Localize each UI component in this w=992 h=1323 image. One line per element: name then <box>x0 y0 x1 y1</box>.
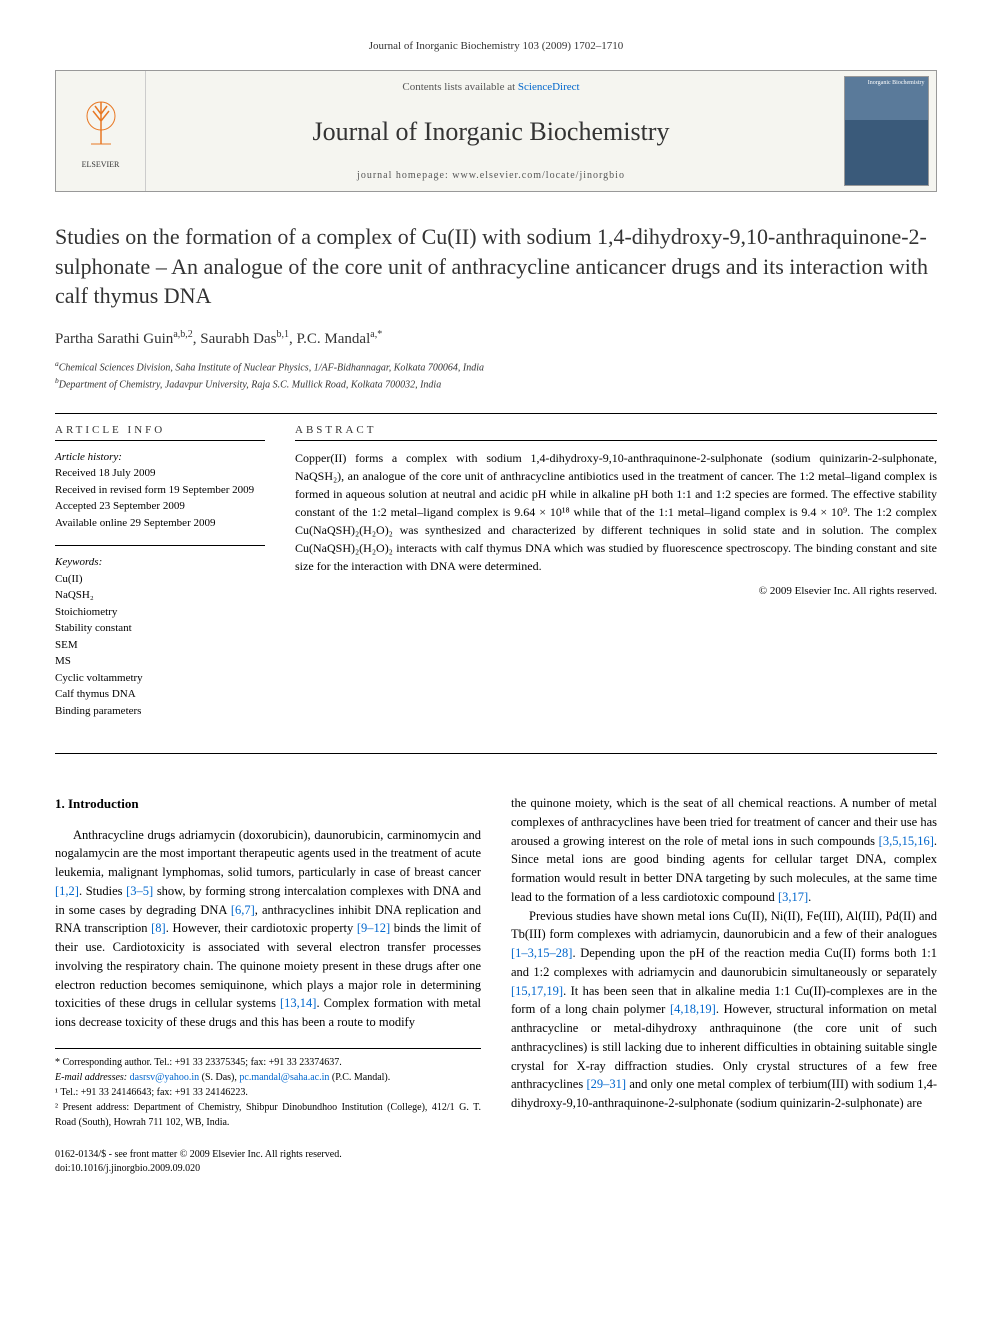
footer-copyright: 0162-0134/$ - see front matter © 2009 El… <box>55 1148 937 1162</box>
history-accepted: Accepted 23 September 2009 <box>55 498 265 515</box>
journal-cover-box: Inorganic Biochemistry <box>836 71 936 191</box>
ref-link[interactable]: [3–5] <box>126 884 153 898</box>
ref-link[interactable]: [3,17] <box>778 890 808 904</box>
elsevier-label: ELSEVIER <box>71 160 131 169</box>
footnotes-block: * Corresponding author. Tel.: +91 33 233… <box>55 1048 481 1130</box>
email-link[interactable]: pc.mandal@saha.ac.in <box>239 1072 329 1083</box>
ref-link[interactable]: [13,14] <box>280 996 316 1010</box>
journal-banner: ELSEVIER Contents lists available at Sci… <box>55 70 937 192</box>
history-received: Received 18 July 2009 <box>55 465 265 482</box>
body-column-left: 1. Introduction Anthracycline drugs adri… <box>55 794 481 1130</box>
footnote-corresponding: * Corresponding author. Tel.: +91 33 233… <box>55 1055 481 1070</box>
body-paragraph: Previous studies have shown metal ions C… <box>511 907 937 1113</box>
publisher-logo-box: ELSEVIER <box>56 71 146 191</box>
cover-title: Inorganic Biochemistry <box>845 77 928 89</box>
body-column-right: the quinone moiety, which is the seat of… <box>511 794 937 1130</box>
ref-link[interactable]: [15,17,19] <box>511 984 563 998</box>
ref-link[interactable]: [1–3,15–28] <box>511 946 572 960</box>
abstract-text: Copper(II) forms a complex with sodium 1… <box>295 440 937 575</box>
abstract-heading: ABSTRACT <box>295 424 937 436</box>
keyword: SEM <box>55 637 265 654</box>
contents-line: Contents lists available at ScienceDirec… <box>166 81 816 93</box>
article-history-block: Article history: Received 18 July 2009 R… <box>55 440 265 532</box>
divider <box>55 753 937 754</box>
footnote-1: ¹ Tel.: +91 33 24146643; fax: +91 33 241… <box>55 1085 481 1100</box>
affiliation-a: aChemical Sciences Division, Saha Instit… <box>55 358 937 375</box>
ref-link[interactable]: [4,18,19] <box>670 1002 716 1016</box>
article-title: Studies on the formation of a complex of… <box>55 222 937 311</box>
history-online: Available online 29 September 2009 <box>55 515 265 532</box>
ref-link[interactable]: [6,7] <box>231 903 255 917</box>
keyword: NaQSH₂ <box>55 587 265 604</box>
history-revised: Received in revised form 19 September 20… <box>55 482 265 499</box>
ref-link[interactable]: [1,2] <box>55 884 79 898</box>
ref-link[interactable]: [3,5,15,16] <box>879 834 934 848</box>
keywords-label: Keywords: <box>55 554 265 571</box>
keyword: Calf thymus DNA <box>55 686 265 703</box>
keyword: Cyclic voltammetry <box>55 670 265 687</box>
elsevier-tree-icon <box>71 96 131 158</box>
footnote-emails: E-mail addresses: dasrsv@yahoo.in (S. Da… <box>55 1070 481 1085</box>
journal-name: Journal of Inorganic Biochemistry <box>166 117 816 147</box>
sciencedirect-link[interactable]: ScienceDirect <box>518 81 580 93</box>
authors-line: Partha Sarathi Guina,b,2, Saurabh Dasb,1… <box>55 329 937 348</box>
journal-cover-thumbnail: Inorganic Biochemistry <box>844 76 929 186</box>
ref-link[interactable]: [29–31] <box>586 1077 626 1091</box>
email-link[interactable]: dasrsv@yahoo.in <box>130 1072 199 1083</box>
body-paragraph: the quinone moiety, which is the seat of… <box>511 794 937 907</box>
footer-doi: doi:10.1016/j.jinorgbio.2009.09.020 <box>55 1162 937 1176</box>
header-citation: Journal of Inorganic Biochemistry 103 (2… <box>55 40 937 52</box>
affiliation-b: bDepartment of Chemistry, Jadavpur Unive… <box>55 375 937 392</box>
keywords-block: Keywords: Cu(II) NaQSH₂ Stoichiometry St… <box>55 545 265 719</box>
keyword: Cu(II) <box>55 571 265 588</box>
keyword: Stoichiometry <box>55 604 265 621</box>
ref-link[interactable]: [8] <box>151 921 166 935</box>
keyword: MS <box>55 653 265 670</box>
history-label: Article history: <box>55 449 265 466</box>
keyword: Stability constant <box>55 620 265 637</box>
ref-link[interactable]: [9–12] <box>357 921 390 935</box>
article-info-heading: ARTICLE INFO <box>55 424 265 436</box>
affiliations: aChemical Sciences Division, Saha Instit… <box>55 358 937 393</box>
body-paragraph: Anthracycline drugs adriamycin (doxorubi… <box>55 826 481 1032</box>
abstract-copyright: © 2009 Elsevier Inc. All rights reserved… <box>295 585 937 597</box>
intro-heading: 1. Introduction <box>55 794 481 814</box>
homepage-url[interactable]: www.elsevier.com/locate/jinorgbio <box>452 170 625 181</box>
keyword: Binding parameters <box>55 703 265 720</box>
divider <box>55 413 937 414</box>
homepage-prefix: journal homepage: <box>357 170 452 181</box>
contents-prefix: Contents lists available at <box>402 81 517 93</box>
footer-block: 0162-0134/$ - see front matter © 2009 El… <box>55 1148 937 1176</box>
homepage-line: journal homepage: www.elsevier.com/locat… <box>166 170 816 181</box>
footnote-2: ² Present address: Department of Chemist… <box>55 1100 481 1130</box>
